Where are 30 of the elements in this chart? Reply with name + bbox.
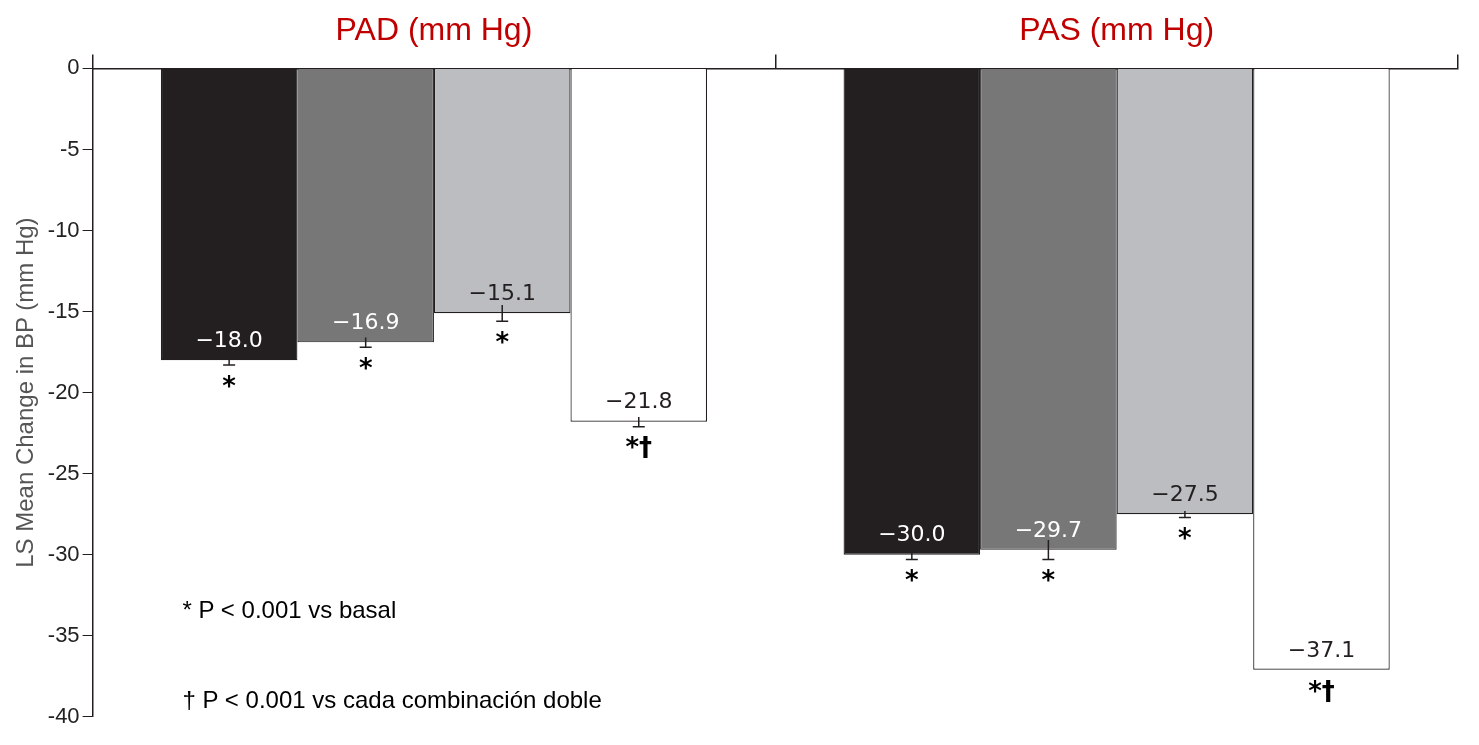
annotation: * bbox=[495, 327, 510, 358]
annotation: * bbox=[905, 565, 920, 596]
annotation: * bbox=[358, 352, 373, 383]
annotation: * bbox=[1178, 523, 1193, 554]
x-tick-label: PAD (mm Hg) bbox=[335, 11, 533, 48]
annotation: * bbox=[222, 370, 237, 401]
y-tick-label: -35 bbox=[47, 621, 80, 647]
data-label: −37.1 bbox=[1287, 636, 1356, 662]
data-label: −15.1 bbox=[468, 279, 536, 305]
x-tick-label: PAS (mm Hg) bbox=[1019, 11, 1215, 48]
annotation: *† bbox=[1308, 675, 1335, 706]
y-axis-title: LS Mean Change in BP (mm Hg) bbox=[11, 217, 39, 568]
data-label: −18.0 bbox=[195, 326, 263, 352]
data-label: −27.5 bbox=[1151, 480, 1219, 506]
y-tick-label: -30 bbox=[47, 540, 80, 566]
y-tick-label: -5 bbox=[60, 135, 80, 161]
data-label: −29.7 bbox=[1014, 516, 1083, 542]
data-label: −21.8 bbox=[605, 388, 673, 414]
y-tick-label: -15 bbox=[47, 297, 80, 323]
data-label: −30.0 bbox=[878, 521, 946, 547]
annotation: * P < 0.001 vs basal bbox=[182, 596, 397, 624]
y-tick-label: -20 bbox=[47, 378, 80, 404]
y-tick-label: -10 bbox=[47, 216, 80, 242]
y-tick-label: -40 bbox=[47, 702, 80, 728]
annotation: *† bbox=[625, 432, 653, 463]
data-label: −16.9 bbox=[331, 309, 400, 335]
y-tick-label: -25 bbox=[47, 459, 80, 485]
annotation: * bbox=[1041, 565, 1056, 596]
annotation: † P < 0.001 vs cada combinación doble bbox=[182, 686, 602, 714]
y-tick-label: 0 bbox=[67, 54, 80, 80]
